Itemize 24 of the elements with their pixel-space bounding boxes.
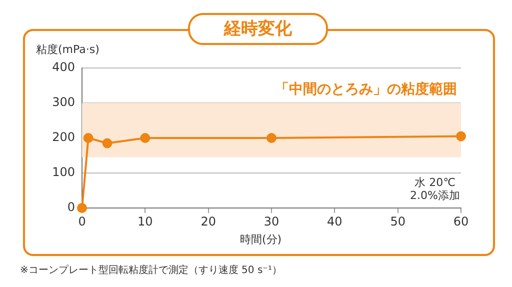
x-tick-label: 50 [390, 214, 406, 228]
point [102, 138, 112, 148]
x-tick-label: 10 [138, 214, 153, 228]
point [77, 203, 87, 213]
annotation: 水 20℃ 2.0%添加 [410, 176, 460, 202]
chart-title: 経時変化 [188, 13, 328, 45]
x-tick-label: 20 [200, 214, 216, 228]
x-tick-label: 60 [453, 214, 469, 228]
y-axis-title: 粘度(mPa·s) [36, 42, 100, 57]
point [140, 133, 150, 143]
x-axis-title: 時間(分) [240, 232, 282, 247]
x-tick-label: 0 [78, 214, 86, 228]
text: ※コーンプレート型回転粘度計で測定（すり速度 50 s⁻¹） [20, 264, 282, 277]
y-tick-label: 400 [52, 60, 75, 74]
y-tick-label: 0 [67, 200, 75, 214]
band-label: 「中間のとろみ」の粘度範囲 [275, 80, 457, 98]
y-tick-label: 100 [52, 165, 75, 180]
x-tick-label: 40 [327, 214, 342, 228]
x-tick-label: 30 [264, 214, 280, 228]
point [266, 133, 276, 143]
point [83, 133, 94, 143]
y-tick-label: 200 [52, 130, 75, 144]
point [456, 131, 466, 142]
y-tick-label: 300 [52, 95, 75, 110]
